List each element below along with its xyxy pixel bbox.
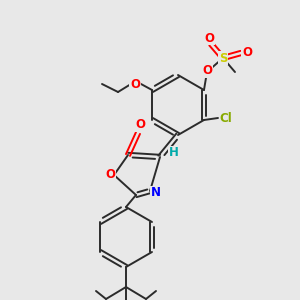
Text: O: O — [105, 169, 115, 182]
Text: O: O — [135, 118, 145, 131]
Text: O: O — [242, 46, 252, 59]
Text: O: O — [204, 32, 214, 44]
Text: S: S — [219, 52, 227, 64]
Text: O: O — [130, 77, 140, 91]
Text: H: H — [169, 146, 179, 160]
Text: O: O — [202, 64, 212, 77]
Text: N: N — [151, 187, 161, 200]
Text: Cl: Cl — [220, 112, 232, 124]
